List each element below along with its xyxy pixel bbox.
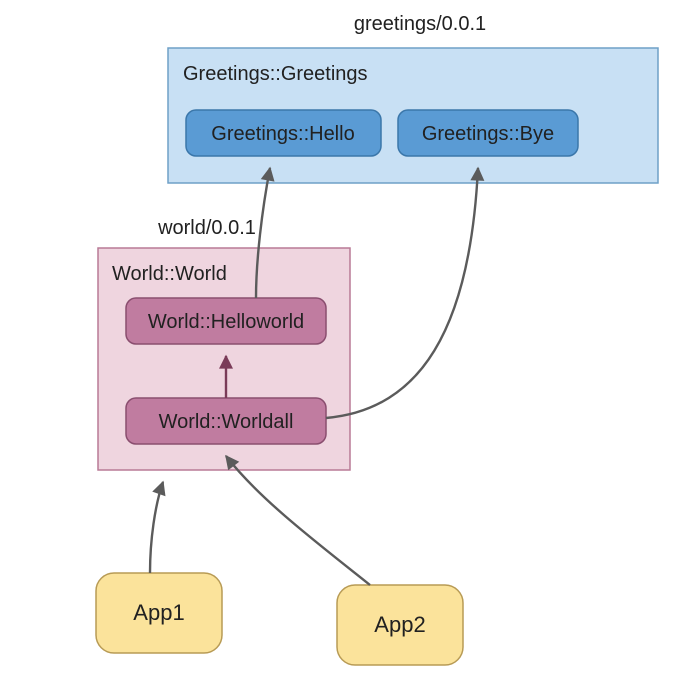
greetings-hello-label: Greetings::Hello: [211, 123, 354, 145]
greetings-package-title: greetings/0.0.1: [354, 13, 486, 35]
world-worldall-label: World::Worldall: [159, 411, 294, 433]
greetings-module-label: Greetings::Greetings: [183, 63, 368, 85]
world-package-title: world/0.0.1: [157, 217, 256, 239]
world-helloworld-label: World::Helloworld: [148, 311, 304, 333]
greetings-bye-label: Greetings::Bye: [422, 123, 554, 145]
world-module-label: World::World: [112, 263, 227, 285]
app1-label: App1: [133, 600, 184, 625]
edge-app2-to-world: [226, 456, 370, 585]
edge-app1-to-world: [150, 482, 163, 573]
app2-label: App2: [374, 612, 425, 637]
